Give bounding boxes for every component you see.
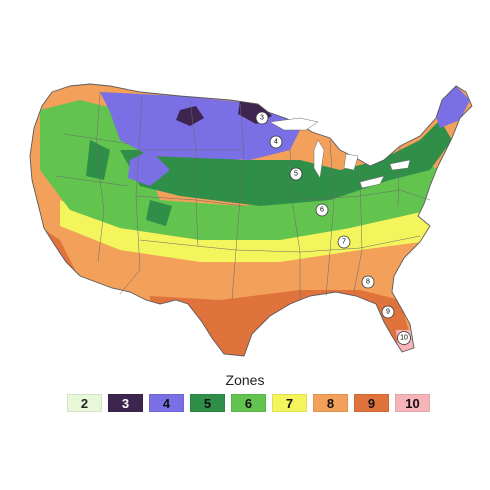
zone-marker-label: 5 (294, 171, 298, 178)
zone-marker-3: 3 (255, 111, 269, 125)
zone-bands (30, 84, 472, 356)
hardiness-zone-map: 3 4 5 6 7 8 9 10 (29, 83, 473, 357)
zone-marker-label: 8 (366, 279, 370, 286)
zone-marker-7: 7 (337, 235, 351, 249)
legend-zone-label: 4 (162, 395, 171, 411)
zone-marker-label: 7 (342, 239, 346, 246)
zone-marker-label: 9 (386, 309, 390, 316)
legend-zone-7: 7 (272, 394, 307, 412)
zone-marker-10: 10 (397, 331, 411, 345)
legend-zone-label: 3 (121, 395, 130, 411)
legend-zone-8: 8 (313, 394, 348, 412)
legend-zone-label: 6 (244, 395, 253, 411)
legend-zone-label: 5 (203, 395, 212, 411)
zone-marker-label: 10 (400, 335, 408, 342)
zone-marker-label: 6 (320, 207, 324, 214)
legend-zone-label: 2 (80, 395, 89, 411)
legend-zone-5: 5 (190, 394, 225, 412)
legend-zone-label: 9 (367, 395, 376, 411)
zone-marker-9: 9 (381, 305, 395, 319)
legend-zone-2: 2 (67, 394, 102, 412)
legend-zone-4: 4 (149, 394, 184, 412)
legend-zone-9: 9 (354, 394, 389, 412)
zone-marker-8: 8 (361, 275, 375, 289)
legend-zone-label: 7 (285, 395, 294, 411)
legend-zone-6: 6 (231, 394, 266, 412)
zone-marker-label: 4 (274, 139, 278, 146)
legend-zone-label: 8 (326, 395, 335, 411)
legend-zone-3: 3 (108, 394, 143, 412)
zone-marker-4: 4 (269, 135, 283, 149)
legend-zone-label: 10 (405, 395, 420, 411)
zone-marker-label: 3 (260, 115, 264, 122)
us-map-svg: 3 4 5 6 7 8 9 10 (29, 83, 473, 357)
zone-legend: 2 3 4 5 6 7 8 9 10 (67, 394, 430, 412)
zone-marker-5: 5 (289, 167, 303, 181)
us-outline (29, 83, 473, 357)
legend-zone-10: 10 (395, 394, 430, 412)
legend-title: Zones (225, 372, 265, 388)
zone-marker-6: 6 (315, 203, 329, 217)
